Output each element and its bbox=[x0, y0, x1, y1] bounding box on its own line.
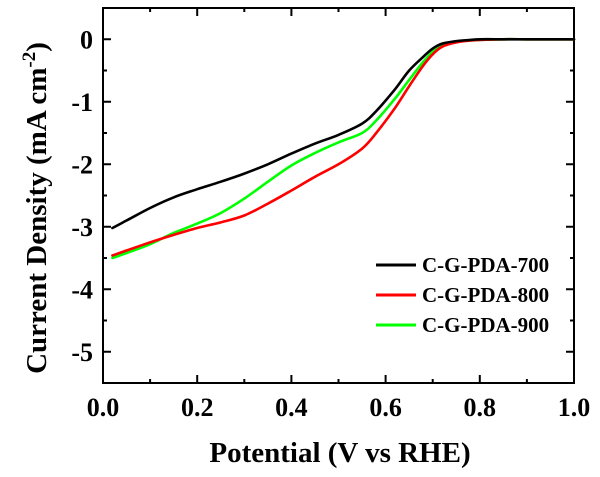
y-tick-label: -4 bbox=[71, 275, 93, 304]
legend-label-c-g-pda-700: C-G-PDA-700 bbox=[422, 253, 549, 277]
y-tick-label: -5 bbox=[71, 338, 93, 367]
y-axis-ticks: 0 -1 -2 -3 -4 -5 bbox=[71, 25, 574, 384]
y-axis-title-close: ) bbox=[21, 42, 53, 52]
x-axis-ticks: 0.0 0.2 0.4 0.6 0.8 1.0 bbox=[87, 8, 591, 422]
y-tick-label: -2 bbox=[71, 150, 93, 179]
legend-label-c-g-pda-800: C-G-PDA-800 bbox=[422, 283, 549, 307]
series-line-c-g-pda-700 bbox=[111, 37, 576, 230]
x-tick-label: 0.2 bbox=[181, 393, 214, 422]
series-lines bbox=[111, 37, 576, 260]
x-tick-label: 1.0 bbox=[558, 393, 591, 422]
y-axis-title-superscript: -2 bbox=[19, 52, 40, 68]
x-tick-label: 0.0 bbox=[87, 393, 120, 422]
series-line-c-g-pda-800 bbox=[111, 37, 576, 257]
y-tick-label: -3 bbox=[71, 213, 93, 242]
y-tick-label: 0 bbox=[80, 25, 93, 54]
x-tick-label: 0.4 bbox=[275, 393, 308, 422]
x-tick-label: 0.8 bbox=[464, 393, 497, 422]
y-axis-title-main: Current Density (mA cm bbox=[21, 68, 53, 374]
x-axis-title: Potential (V vs RHE) bbox=[209, 437, 470, 469]
y-tick-label: -1 bbox=[71, 88, 93, 117]
y-axis-title: Current Density (mA cm-2) bbox=[19, 42, 53, 374]
series-line-c-g-pda-900 bbox=[111, 37, 576, 260]
legend: C-G-PDA-700 C-G-PDA-800 C-G-PDA-900 bbox=[376, 253, 549, 337]
x-tick-label: 0.6 bbox=[369, 393, 402, 422]
legend-label-c-g-pda-900: C-G-PDA-900 bbox=[422, 313, 549, 337]
